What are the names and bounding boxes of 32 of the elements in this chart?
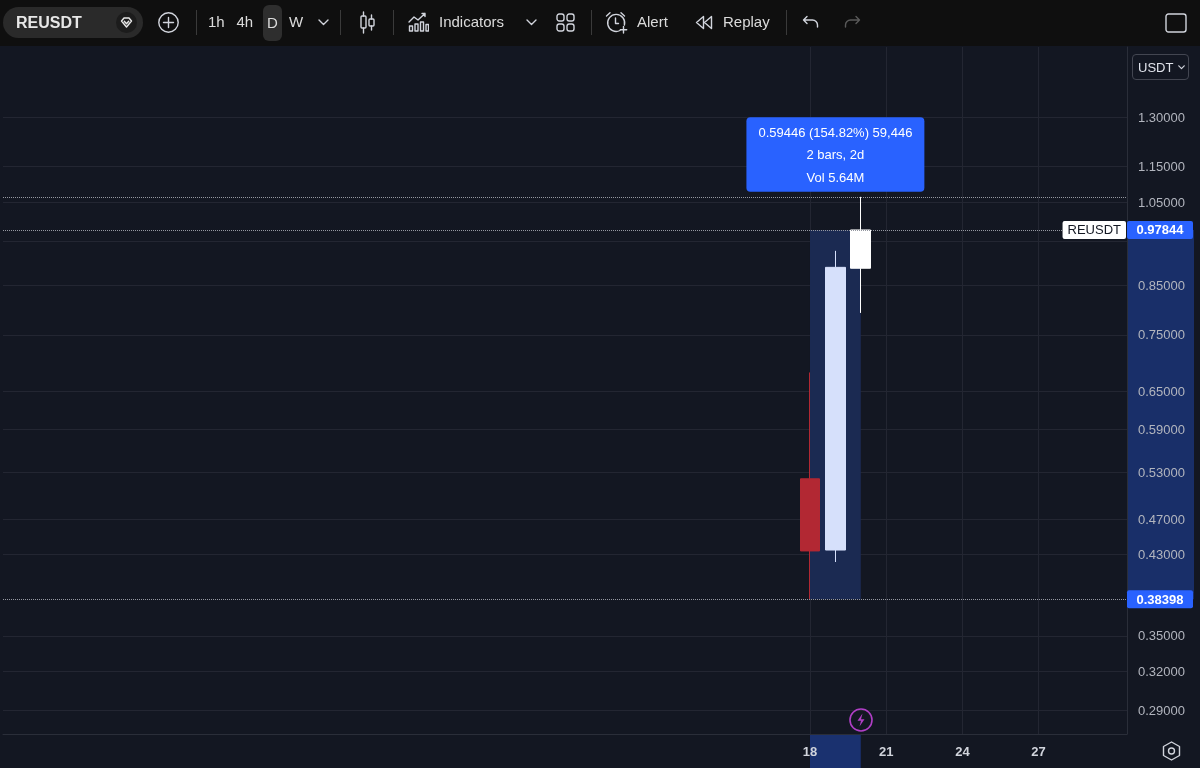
- y-tick-label: 1.30000: [1138, 110, 1185, 126]
- y-tick-label: 0.85000: [1138, 278, 1185, 294]
- y-tick-label: 0.29000: [1138, 702, 1185, 718]
- text: Replay: [723, 13, 770, 31]
- candlestick: [850, 196, 871, 314]
- x-tick-label: 21: [878, 744, 894, 759]
- y-tick-label: 1.15000: [1138, 158, 1185, 174]
- y-axis-title: USDT: [1138, 59, 1174, 76]
- y-tick-label: 0.53000: [1138, 464, 1185, 480]
- y-tick-label: 0.43000: [1138, 547, 1185, 563]
- ref-line-label: 0.97844: [1136, 222, 1185, 238]
- text: Indicators: [439, 13, 505, 31]
- x-tick-label: 24: [955, 744, 971, 759]
- y-tick-label: 0.59000: [1138, 422, 1185, 438]
- ref-line-label: 0.38398: [1136, 591, 1184, 607]
- x-tick-label: 27: [1031, 744, 1046, 759]
- text: Alert: [637, 13, 668, 31]
- y-tick-label: 0.32000: [1138, 663, 1185, 679]
- chart-title: REUSDT: [16, 14, 82, 31]
- y-tick-label: 1.05000: [1138, 194, 1185, 210]
- text: 1h: [208, 13, 225, 31]
- y-tick-label: 0.75000: [1138, 327, 1185, 343]
- annotation: 0.59446 (154.82%) 59,446 2 bars, 2d Vol 5.64M: [758, 124, 913, 185]
- candlestick: [825, 250, 846, 563]
- text: W: [289, 13, 304, 31]
- x-tick-label: 18: [802, 744, 818, 759]
- text: 4h: [236, 13, 254, 31]
- y-tick-label: 0.47000: [1138, 511, 1185, 527]
- y-tick-label: 0.35000: [1138, 628, 1185, 644]
- text: REUSDT: [1067, 222, 1122, 238]
- y-tick-label: 0.65000: [1138, 383, 1185, 399]
- text: D: [262, 4, 283, 41]
